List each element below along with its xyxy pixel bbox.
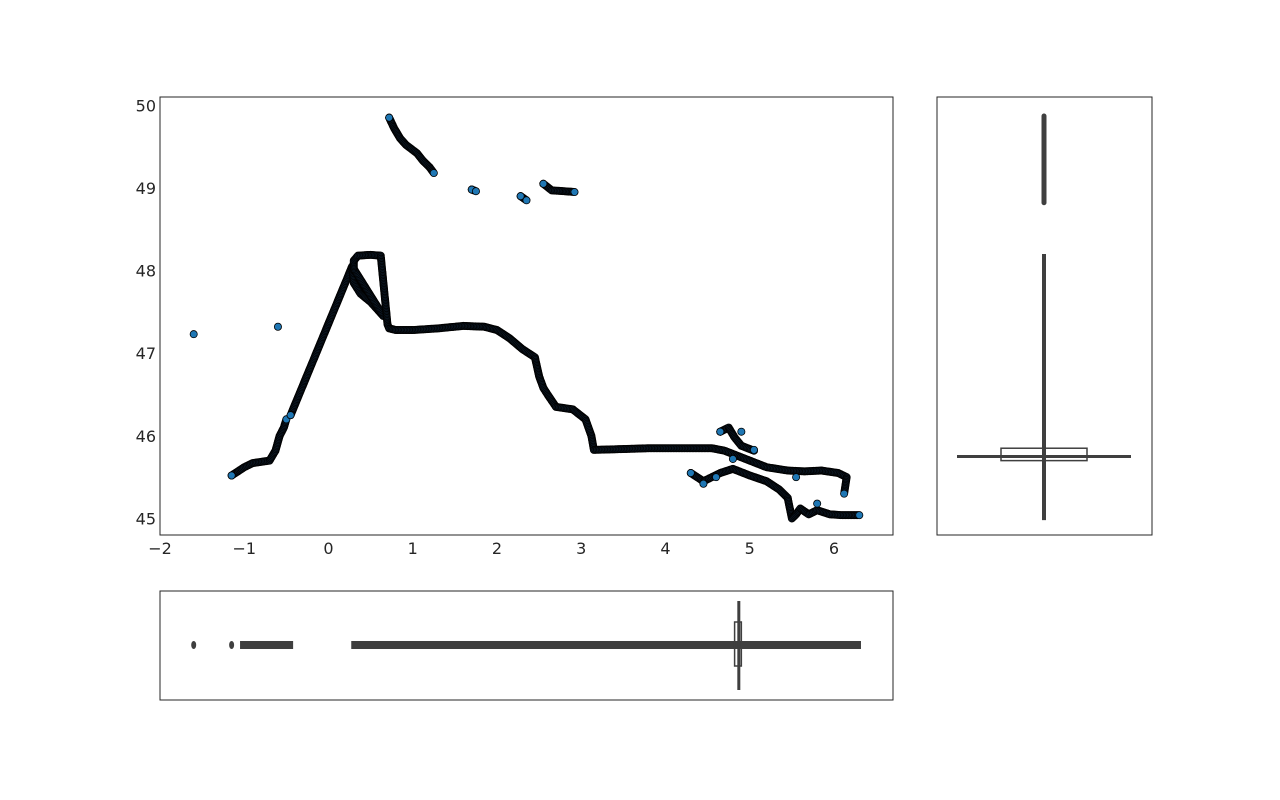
bottom-outlier-point [229, 641, 235, 649]
x-tick-label: 4 [660, 539, 670, 558]
x-axis-ticks: −2 −1 0 1 2 3 4 5 6 [148, 539, 839, 558]
scatter-point [273, 322, 282, 331]
scatter-point [716, 427, 725, 436]
scatter-point [471, 187, 480, 196]
scatter-point [516, 192, 525, 201]
x-tick-label: 1 [408, 539, 418, 558]
scatter-point [749, 445, 758, 454]
x-tick-label: 2 [492, 539, 502, 558]
scatter-point [539, 179, 548, 188]
y-tick-label: 45 [136, 509, 156, 528]
y-tick-label: 46 [136, 427, 156, 446]
scatter-point [728, 454, 737, 463]
bottom-boxplot [191, 601, 861, 690]
scatter-track [189, 113, 864, 523]
x-tick-label: 3 [576, 539, 586, 558]
x-tick-label: 6 [829, 539, 839, 558]
scatter-point [792, 473, 801, 482]
x-tick-label: 0 [323, 539, 333, 558]
scatter-point [385, 113, 394, 122]
scatter-point [522, 196, 531, 205]
scatter-point [699, 479, 708, 488]
y-tick-label: 48 [136, 262, 156, 281]
x-tick-label: −1 [232, 539, 256, 558]
scatter-point [686, 469, 695, 478]
y-tick-label: 50 [136, 96, 156, 115]
right-boxplot [957, 113, 1131, 521]
y-tick-label: 47 [136, 344, 156, 363]
scatter-point [189, 330, 198, 339]
x-tick-label: 5 [745, 539, 755, 558]
y-axis-ticks: 45 46 47 48 49 50 [136, 96, 156, 528]
main-plot-frame [159, 96, 894, 536]
scatter-point [737, 427, 746, 436]
scatter-point [712, 473, 721, 482]
scatter-point [855, 511, 864, 520]
x-tick-label: −2 [148, 539, 172, 558]
scatter-point [840, 489, 849, 498]
scatter-point [227, 471, 236, 480]
scatter-point [813, 499, 822, 508]
scatter-point [570, 188, 579, 197]
scatter-point [429, 169, 438, 178]
scatter-point [286, 411, 295, 420]
y-tick-label: 49 [136, 179, 156, 198]
right-marginal-boxplot-panel [936, 96, 1153, 536]
bottom-marginal-boxplot-panel [159, 590, 894, 701]
bottom-outlier-point [191, 641, 197, 649]
right-box-iqr [1000, 447, 1088, 462]
